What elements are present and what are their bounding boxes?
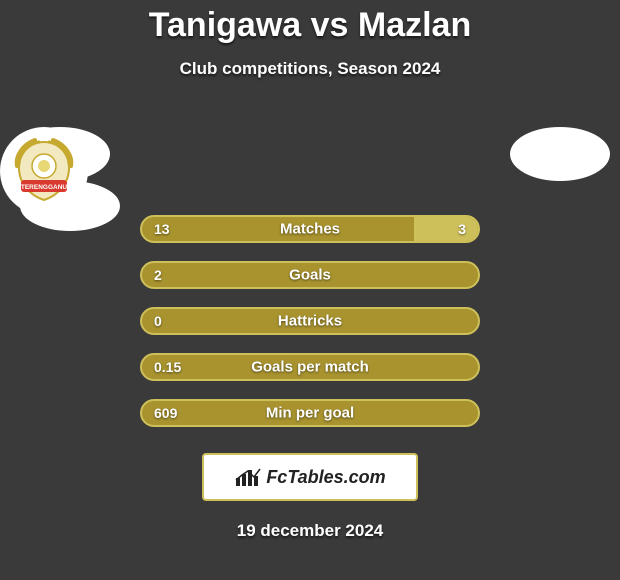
- stat-area: TERENGGANU 13 Matches 3 2 Goals 0 Hattricks 0.1…: [0, 127, 620, 427]
- player-right-crest: TERENGGANU: [0, 127, 88, 215]
- stat-left-value: 0: [154, 313, 162, 329]
- stat-fill-right: [414, 217, 478, 241]
- stat-label: Goals: [289, 267, 331, 284]
- footer-date: 19 december 2024: [0, 521, 620, 541]
- stat-label: Min per goal: [266, 405, 354, 422]
- crest-label: TERENGGANU: [21, 184, 68, 191]
- stat-row: 609 Min per goal: [140, 399, 480, 427]
- stat-row: 0.15 Goals per match: [140, 353, 480, 381]
- crest-icon: TERENGGANU: [9, 136, 79, 206]
- page-subtitle: Club competitions, Season 2024: [0, 59, 620, 79]
- stat-label: Goals per match: [251, 359, 369, 376]
- stat-row: 13 Matches 3: [140, 215, 480, 243]
- footer-logo-text: FcTables.com: [266, 467, 385, 488]
- stat-row: 2 Goals: [140, 261, 480, 289]
- stat-label: Hattricks: [278, 313, 342, 330]
- stat-left-value: 2: [154, 267, 162, 283]
- player-right-badge-1: [510, 127, 610, 181]
- footer-logo[interactable]: FcTables.com: [202, 453, 418, 501]
- stat-row: 0 Hattricks: [140, 307, 480, 335]
- bar-chart-icon: [234, 466, 262, 488]
- stat-label: Matches: [280, 221, 340, 238]
- stat-bars: 13 Matches 3 2 Goals 0 Hattricks 0.15 Goals per …: [140, 215, 480, 427]
- stat-right-value: 3: [458, 221, 466, 237]
- stat-left-value: 609: [154, 405, 177, 421]
- page-title: Tanigawa vs Mazlan: [0, 0, 620, 45]
- stat-left-value: 0.15: [154, 359, 181, 375]
- stat-left-value: 13: [154, 221, 170, 237]
